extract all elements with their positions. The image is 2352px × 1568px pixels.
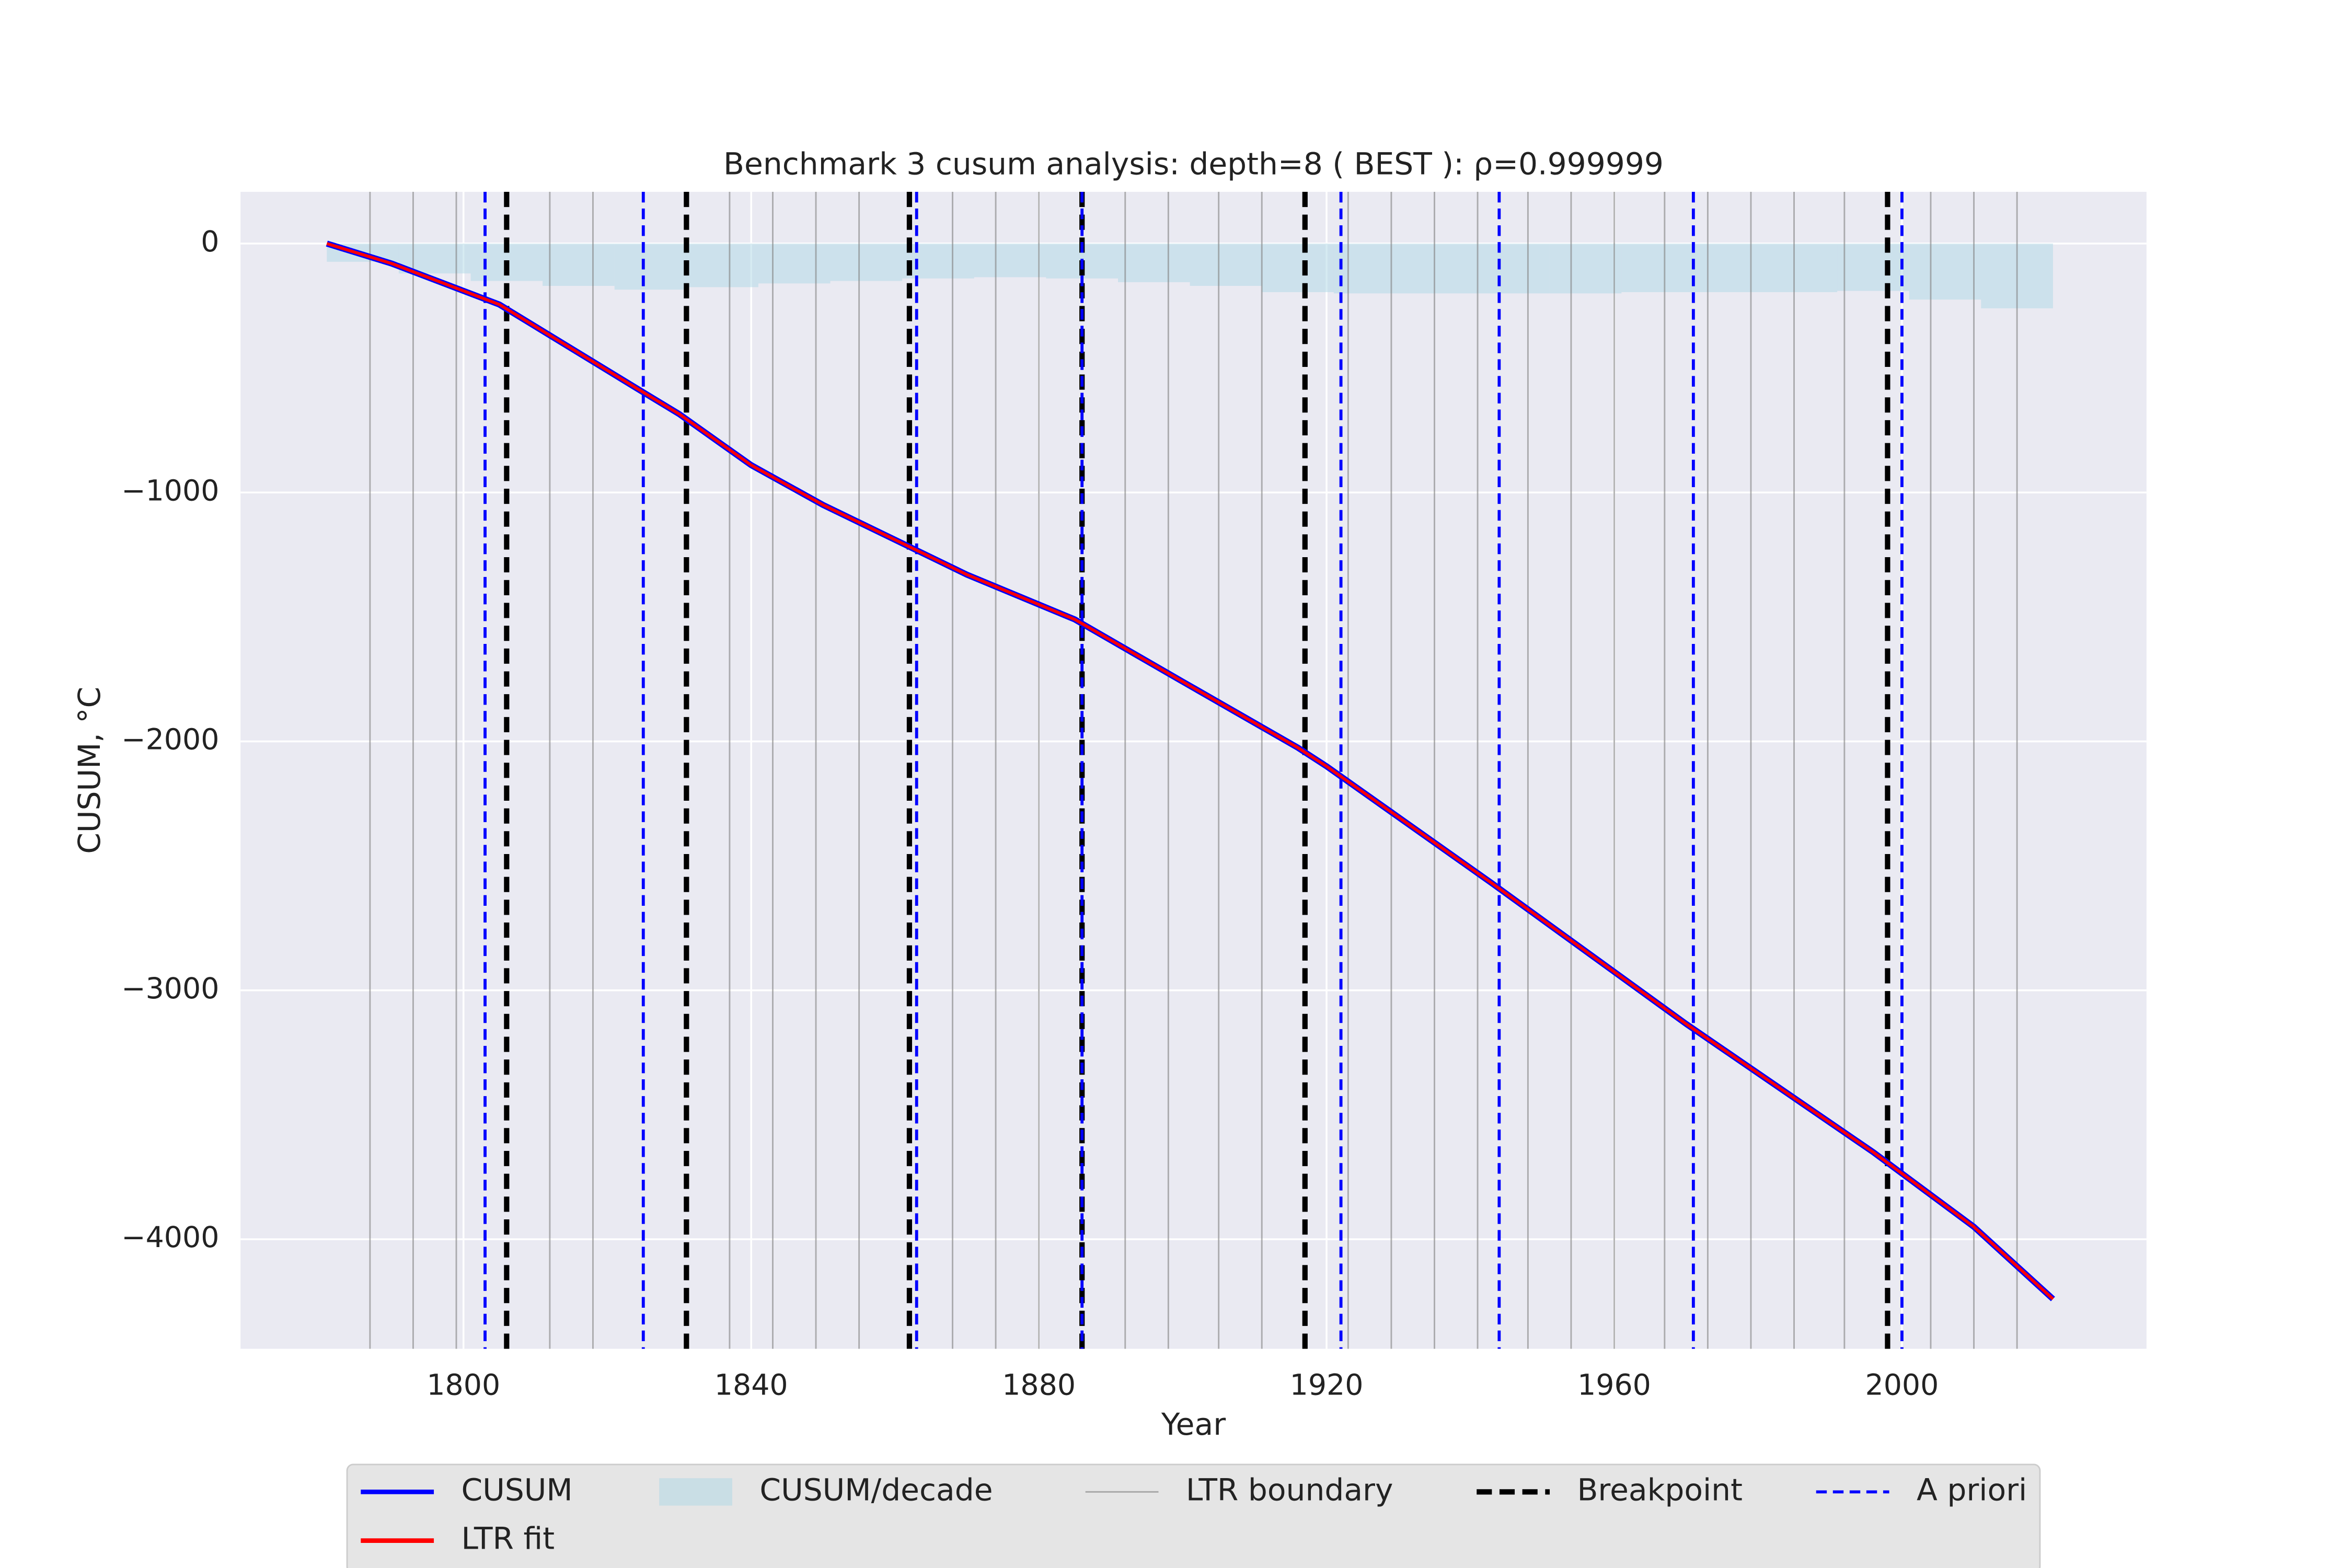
plot-area	[240, 191, 2147, 1349]
legend-swatch	[659, 1478, 732, 1506]
series-line	[326, 242, 2054, 1300]
y-tick-label: −4000	[121, 1221, 219, 1254]
y-tick-label: −2000	[121, 723, 219, 757]
decade-bar	[1118, 244, 1190, 282]
legend	[346, 1463, 2041, 1568]
legend-label: CUSUM/decade	[759, 1472, 993, 1507]
decade-bar	[686, 244, 758, 287]
decade-bar	[902, 244, 974, 279]
decade-bar	[1693, 244, 1766, 292]
legend-label: LTR fit	[462, 1521, 555, 1557]
x-tick-label: 1960	[1577, 1369, 1651, 1402]
decade-bar	[1405, 244, 1478, 294]
decade-bar	[1765, 244, 1838, 292]
decade-bar	[1262, 244, 1334, 292]
y-tick-label: 0	[201, 225, 219, 259]
x-tick-label: 1880	[1002, 1369, 1076, 1402]
chart-title: Benchmark 3 cusum analysis: depth=8 ( BE…	[723, 146, 1664, 182]
decade-bar	[1549, 244, 1622, 294]
decade-bar	[830, 244, 903, 281]
x-axis-label: Year	[1161, 1406, 1226, 1442]
decade-bar	[1621, 244, 1693, 292]
decade-bar	[543, 244, 615, 286]
x-tick-label: 1800	[426, 1369, 500, 1402]
x-tick-label: 2000	[1865, 1369, 1939, 1402]
y-axis-label: CUSUM, °C	[72, 687, 107, 854]
y-tick-label: −3000	[121, 972, 219, 1006]
decade-bar	[758, 244, 831, 284]
decade-bar	[1837, 244, 1909, 291]
decade-bar	[974, 244, 1046, 278]
legend-label: A priori	[1917, 1472, 2027, 1507]
decade-bar	[1190, 244, 1262, 286]
legend-label: LTR boundary	[1186, 1472, 1393, 1507]
y-tick-label: −1000	[121, 474, 219, 508]
decade-bar	[614, 244, 687, 290]
x-tick-label: 1920	[1290, 1369, 1364, 1402]
decade-bar	[1333, 244, 1406, 294]
x-tick-label: 1840	[714, 1369, 788, 1402]
legend-label: CUSUM	[462, 1472, 573, 1507]
decade-bar	[1909, 244, 1981, 300]
decade-bar	[1478, 244, 1550, 294]
legend-label: Breakpoint	[1577, 1472, 1742, 1507]
